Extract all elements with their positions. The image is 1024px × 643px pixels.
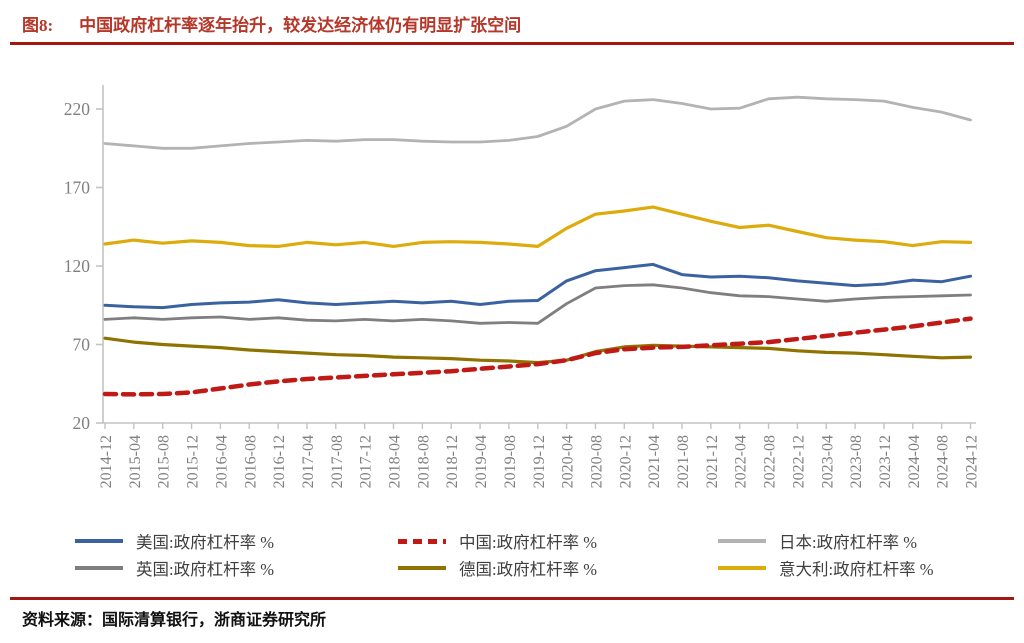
- x-tick-label: 2022-04: [733, 435, 750, 488]
- legend-label: 日本:政府杠杆率 %: [779, 533, 917, 552]
- series-line-4: [103, 336, 973, 365]
- x-tick-label: 2015-08: [156, 435, 173, 488]
- legend-item: 美国:政府杠杆率 %: [75, 530, 274, 552]
- x-tick-label: 2019-12: [531, 435, 548, 488]
- legend-item: 意大利:政府杠杆率 %: [718, 557, 933, 579]
- title-divider-line: [10, 42, 1014, 45]
- x-tick-label: 2021-12: [704, 435, 721, 488]
- x-tick-label: 2016-12: [271, 435, 288, 488]
- x-tick-label: 2021-08: [675, 435, 692, 488]
- series-line-0: [103, 262, 972, 310]
- figure-number: 图8:: [22, 16, 54, 35]
- x-tick-label: 2015-04: [127, 435, 144, 488]
- source-text: 国际清算银行，浙商证券研究所: [102, 612, 327, 629]
- x-tick-label: 2016-04: [213, 435, 230, 488]
- x-tick-label: 2018-08: [415, 435, 432, 488]
- x-tick-label: 2018-12: [444, 435, 461, 488]
- y-tick-label: 220: [64, 99, 91, 119]
- legend-swatch: [75, 566, 123, 570]
- x-tick-label: 2023-12: [877, 435, 894, 488]
- series-line-5: [103, 205, 973, 248]
- legend-label: 美国:政府杠杆率 %: [136, 533, 274, 552]
- legend-swatch: [75, 539, 123, 543]
- x-tick-label: 2020-08: [588, 435, 605, 488]
- x-tick-label: 2024-12: [964, 435, 981, 488]
- y-tick-label: 70: [73, 335, 91, 355]
- source-label: 资料来源：: [22, 612, 103, 629]
- legend-label: 英国:政府杠杆率 %: [136, 560, 274, 579]
- legend-item: 日本:政府杠杆率 %: [718, 530, 917, 552]
- legend-item: 中国:政府杠杆率 %: [398, 530, 597, 552]
- x-tick-label: 2017-04: [300, 435, 317, 488]
- y-tick-label: 120: [64, 256, 91, 276]
- x-tick-label: 2019-04: [473, 435, 490, 488]
- series-line-1: [102, 316, 973, 397]
- x-tick-label: 2022-12: [790, 435, 807, 488]
- x-tick-label: 2023-04: [819, 435, 836, 488]
- series-line-3: [103, 283, 972, 325]
- legend-swatch: [718, 539, 766, 543]
- x-tick-label: 2017-08: [329, 435, 346, 488]
- figure-title: 图8: 中国政府杠杆率逐年抬升，较发达经济体仍有明显扩张空间: [22, 11, 521, 36]
- x-tick-label: 2021-04: [646, 435, 663, 488]
- x-tick-label: 2015-12: [185, 435, 202, 488]
- footer-divider-line: [10, 597, 1014, 600]
- x-tick-label: 2016-08: [242, 435, 259, 488]
- x-tick-label: 2024-08: [935, 435, 952, 488]
- x-tick-label: 2014-12: [98, 435, 115, 488]
- legend-label: 意大利:政府杠杆率 %: [779, 560, 934, 579]
- legend-swatch: [398, 538, 446, 544]
- legend-swatch: [398, 566, 446, 570]
- x-tick-label: 2018-04: [387, 435, 404, 488]
- y-tick-label: 170: [64, 178, 91, 198]
- chart-area: 20 70 120 170 220 2014-12 2015-04 2015-08 2015-1…: [0, 60, 1024, 522]
- legend-item: 德国:政府杠杆率 %: [398, 557, 597, 579]
- series-line-2: [103, 95, 972, 150]
- legend-swatch: [718, 566, 766, 570]
- chart-legend: 美国:政府杠杆率 % 中国:政府杠杆率 % 日本:政府杠杆率 % 英国:政府杠杆率 %…: [0, 527, 1024, 585]
- y-tick-label: 20: [73, 413, 91, 433]
- x-tick-label: 2024-04: [906, 435, 923, 488]
- figure-title-text: 中国政府杠杆率逐年抬升，较发达经济体仍有明显扩张空间: [79, 16, 522, 35]
- x-tick-label: 2022-08: [762, 435, 779, 488]
- x-tick-label: 2020-12: [617, 435, 634, 488]
- x-tick-label: 2020-04: [560, 435, 577, 488]
- x-tick-label: 2019-08: [502, 435, 519, 488]
- legend-label: 中国:政府杠杆率 %: [459, 533, 597, 552]
- x-tick-label: 2017-12: [358, 435, 375, 488]
- leverage-line-chart: 20 70 120 170 220 2014-12 2015-04 2015-08 2015-1…: [64, 85, 981, 488]
- source-note: 资料来源：国际清算银行，浙商证券研究所: [22, 606, 326, 630]
- x-tick-label: 2023-08: [848, 435, 865, 488]
- legend-label: 德国:政府杠杆率 %: [459, 560, 597, 579]
- legend-item: 英国:政府杠杆率 %: [75, 557, 274, 579]
